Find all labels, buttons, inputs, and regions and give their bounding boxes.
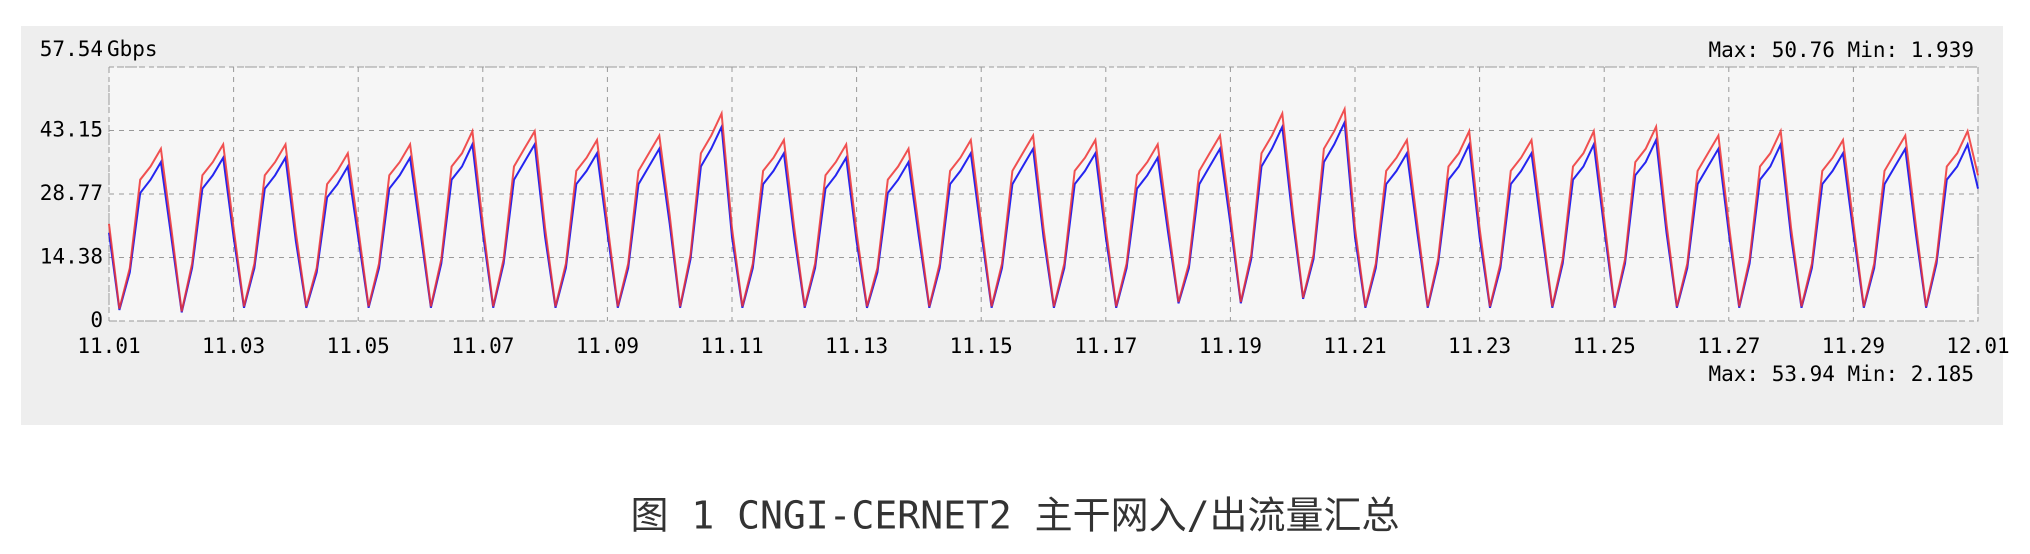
x-tick-label: 12.01 [1946, 334, 2009, 358]
x-tick-label: 11.09 [576, 334, 639, 358]
x-tick-label: 11.23 [1448, 334, 1511, 358]
y-unit: Gbps [107, 37, 158, 61]
x-tick-label: 11.15 [950, 334, 1013, 358]
x-tick-label: 11.13 [825, 334, 888, 358]
caption: 图 1 CNGI-CERNET2 主干网入/出流量汇总 [631, 494, 1400, 538]
x-tick-label: 11.05 [327, 334, 390, 358]
x-tick-label: 11.21 [1323, 334, 1386, 358]
x-tick-label: 11.27 [1697, 334, 1760, 358]
x-tick-label: 11.03 [202, 334, 265, 358]
y-tick-label: 28.77 [40, 181, 103, 205]
annotation: Max: 53.94 Min: 2.185 [1708, 362, 1974, 386]
y-tick-label: 43.15 [40, 118, 103, 142]
x-tick-label: 11.29 [1822, 334, 1885, 358]
x-tick-label: 11.25 [1573, 334, 1636, 358]
x-tick-label: 11.07 [451, 334, 514, 358]
annotation: Max: 50.76 Min: 1.939 [1708, 38, 1974, 62]
x-tick-label: 11.01 [77, 334, 140, 358]
series-line [108, 105, 1979, 312]
series-line [108, 118, 1979, 313]
y-tick-label: 14.38 [40, 245, 103, 269]
x-tick-label: 11.19 [1199, 334, 1262, 358]
y-tick-label: 57.54 [40, 37, 103, 61]
x-tick-label: 11.17 [1074, 334, 1137, 358]
y-tick-label: 0 [90, 308, 103, 332]
x-tick-label: 11.11 [700, 334, 763, 358]
